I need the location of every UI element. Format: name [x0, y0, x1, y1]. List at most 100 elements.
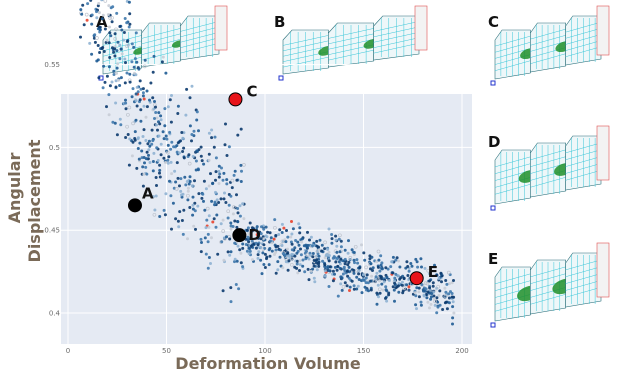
scatter-point [155, 116, 159, 120]
scatter-point [188, 180, 192, 183]
scatter-point [141, 87, 145, 91]
scatter-point [250, 229, 254, 233]
scatter-point [164, 134, 168, 138]
scatter-point [369, 262, 373, 266]
scatter-point [210, 236, 213, 240]
scatter-point [248, 237, 252, 241]
x-tick-label: 150 [357, 347, 370, 355]
scatter-point [432, 294, 436, 298]
scatter-point [350, 248, 354, 252]
scatter-point [263, 246, 267, 250]
scatter-point [225, 154, 229, 157]
point-cloud [79, 0, 456, 326]
scatter-point [315, 258, 319, 262]
scatter-point [201, 192, 205, 196]
scatter-point [150, 128, 154, 132]
scatter-point [422, 293, 426, 297]
scatter-point [112, 50, 116, 54]
panel-label: E [488, 250, 498, 268]
scatter-point [194, 168, 198, 172]
scatter-point [130, 154, 134, 158]
scatter-point [126, 133, 130, 136]
scatter-point [375, 291, 379, 295]
scatter-point [116, 62, 120, 66]
scatter-point [323, 263, 327, 267]
scatter-point [116, 40, 120, 44]
scatter-point [301, 264, 305, 268]
scatter-point [215, 198, 219, 202]
scatter-point [334, 234, 338, 238]
scatter-point [294, 239, 298, 242]
highlighted-point-label: C [246, 82, 257, 100]
scatter-point [336, 264, 340, 268]
scatter-point [207, 256, 211, 259]
scatter-point [235, 259, 239, 263]
scatter-point [278, 255, 282, 259]
scatter-point [153, 117, 156, 120]
scatter-point [204, 187, 208, 191]
scatter-point [104, 41, 108, 44]
scatter-point [330, 233, 334, 236]
scatter-point [115, 11, 119, 15]
scatter-point [144, 157, 148, 161]
scatter-point [219, 197, 223, 201]
scatter-point [108, 31, 112, 35]
scatter-point [290, 242, 294, 246]
scatter-point [176, 112, 180, 115]
scatter-point [232, 173, 236, 177]
scatter-point [136, 147, 140, 150]
scatter-point [415, 307, 418, 311]
scatter-point [149, 81, 153, 85]
scatter-point [225, 182, 229, 186]
scatter-point [247, 232, 251, 236]
scatter-point [155, 146, 159, 150]
scatter-point [128, 22, 132, 26]
scatter-point [398, 277, 402, 281]
scatter-point [145, 150, 149, 154]
scatter-point [159, 118, 163, 122]
scatter-point [345, 269, 349, 273]
scatter-point [436, 305, 440, 309]
end-cap [596, 242, 610, 298]
scatter-point [144, 139, 148, 142]
scatter-point [84, 12, 89, 17]
scatter-point [233, 260, 236, 264]
scatter-point [185, 180, 189, 183]
scatter-point [137, 157, 141, 161]
scatter-point [209, 172, 212, 176]
scatter-point [82, 23, 86, 27]
scatter-point [155, 184, 158, 187]
anchor-marker [278, 75, 284, 81]
scatter-point [392, 288, 396, 292]
scatter-point [199, 237, 203, 241]
scatter-point [236, 244, 240, 248]
scatter-point [259, 245, 263, 249]
scatter-point [395, 256, 399, 260]
scatter-point [249, 244, 253, 248]
scatter-point [95, 10, 98, 14]
scatter-point [180, 219, 184, 222]
scatter-point [353, 261, 356, 265]
scatter-point [141, 184, 145, 188]
scatter-point [330, 237, 334, 241]
scatter-point [160, 60, 164, 64]
scatter-point [194, 159, 198, 163]
scatter-point [419, 300, 423, 304]
scatter-point [135, 60, 139, 64]
scatter-point [175, 144, 179, 148]
scatter-point [131, 121, 135, 126]
scatter-point [414, 257, 418, 261]
scatter-point [274, 248, 278, 252]
scatter-point [331, 256, 335, 260]
scatter-point [119, 47, 123, 51]
scatter-point [380, 261, 384, 265]
scatter-point [335, 268, 339, 272]
scatter-point [187, 182, 191, 186]
scatter-point [229, 194, 233, 198]
scatter-point [276, 260, 280, 264]
scatter-point [257, 250, 261, 254]
scatter-point [176, 141, 180, 145]
scatter-point [250, 239, 254, 243]
scatter-point [393, 281, 397, 285]
scatter-point [279, 248, 282, 252]
